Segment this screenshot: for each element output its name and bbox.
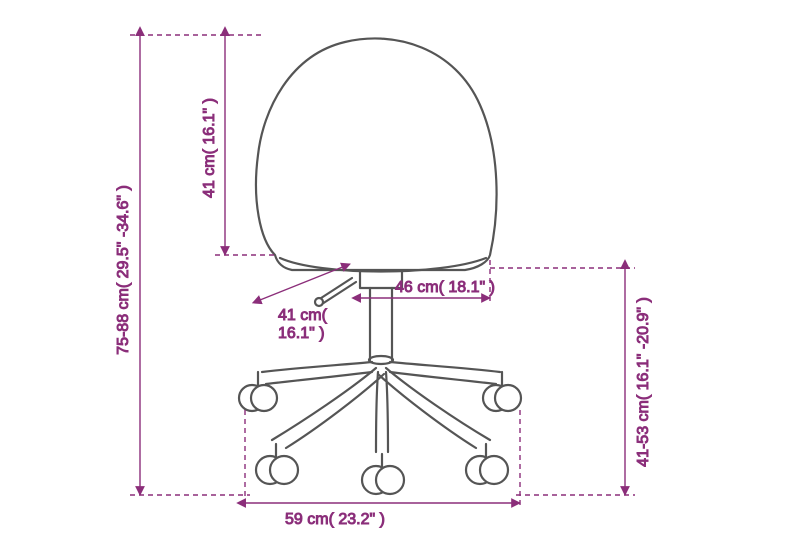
dimension-diagram: 75-88 cm( 29.5" -34.6" ) 41 cm( 16.1" ) … bbox=[0, 0, 800, 533]
dim-seat-depth: 41 cm( 16.1" ) bbox=[260, 264, 350, 342]
dim-total-height: 75-88 cm( 29.5" -34.6" ) bbox=[115, 35, 265, 495]
label-seat-width: 46 cm( 18.1" ) bbox=[395, 279, 495, 296]
chair-outline bbox=[239, 38, 521, 494]
label-total-height: 75-88 cm( 29.5" -34.6" ) bbox=[115, 185, 132, 355]
label-base-width: 59 cm( 23.2" ) bbox=[285, 511, 385, 528]
dim-seat-width: 46 cm( 18.1" ) bbox=[360, 260, 495, 302]
label-seat-depth-a: 41 cm( bbox=[278, 307, 328, 324]
label-seat-depth-b: 16.1" ) bbox=[278, 325, 325, 342]
dim-seat-height: 41-53 cm( 16.1" -20.9" ) bbox=[490, 268, 652, 495]
dim-back-height: 41 cm( 16.1" ) bbox=[201, 35, 275, 255]
label-back-height: 41 cm( 16.1" ) bbox=[201, 98, 218, 198]
label-seat-height: 41-53 cm( 16.1" -20.9" ) bbox=[635, 297, 652, 467]
